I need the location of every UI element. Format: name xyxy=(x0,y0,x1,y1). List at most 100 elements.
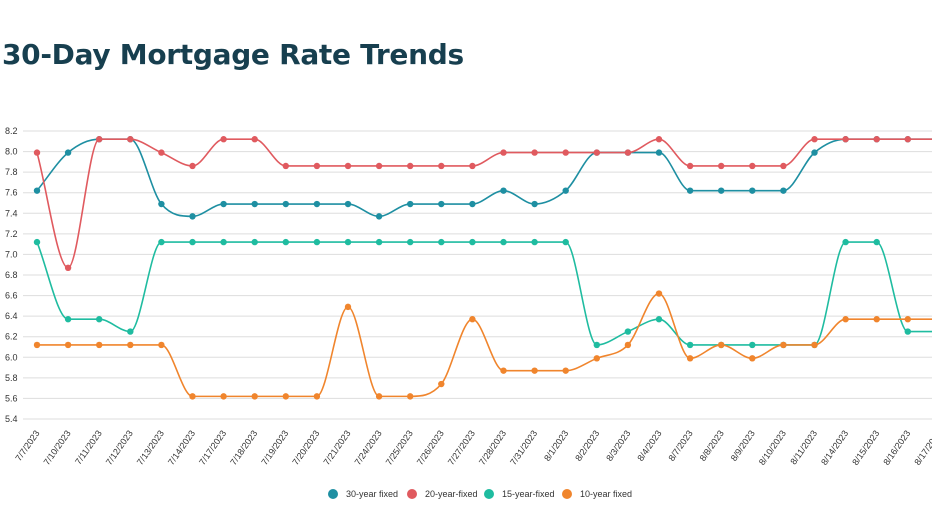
data-point[interactable] xyxy=(220,200,227,208)
data-point[interactable] xyxy=(375,238,383,246)
data-point[interactable] xyxy=(127,136,134,143)
data-point[interactable] xyxy=(282,238,289,246)
data-point[interactable] xyxy=(407,393,414,400)
data-point[interactable] xyxy=(282,393,289,400)
data-point[interactable] xyxy=(500,187,507,194)
data-point[interactable] xyxy=(749,355,756,362)
data-point[interactable] xyxy=(562,238,569,246)
data-point[interactable] xyxy=(344,303,352,311)
data-point[interactable] xyxy=(749,341,756,349)
data-point[interactable] xyxy=(313,162,321,170)
data-point[interactable] xyxy=(562,149,569,156)
data-point[interactable] xyxy=(407,238,414,246)
data-point[interactable] xyxy=(718,162,725,170)
data-point[interactable] xyxy=(531,367,538,374)
data-point[interactable] xyxy=(407,200,414,208)
data-point[interactable] xyxy=(686,355,694,362)
data-point[interactable] xyxy=(655,316,663,323)
data-point[interactable] xyxy=(842,238,849,246)
data-point[interactable] xyxy=(33,149,41,156)
data-point[interactable] xyxy=(593,149,600,156)
data-point[interactable] xyxy=(251,393,258,400)
data-point[interactable] xyxy=(655,149,663,156)
data-point[interactable] xyxy=(220,238,227,246)
data-point[interactable] xyxy=(500,238,507,246)
data-point[interactable] xyxy=(282,200,289,208)
data-point[interactable] xyxy=(873,316,880,323)
data-point[interactable] xyxy=(189,393,196,400)
data-point[interactable] xyxy=(811,136,818,143)
data-point[interactable] xyxy=(96,341,103,349)
data-point[interactable] xyxy=(438,380,445,388)
data-point[interactable] xyxy=(158,238,165,246)
data-point[interactable] xyxy=(189,213,196,220)
data-point[interactable] xyxy=(438,238,445,246)
data-point[interactable] xyxy=(375,213,383,220)
data-point[interactable] xyxy=(33,238,41,246)
data-point[interactable] xyxy=(189,238,196,246)
legend-item[interactable]: 20-year-fixed xyxy=(407,489,478,499)
legend-item[interactable]: 15-year-fixed xyxy=(484,489,555,499)
data-point[interactable] xyxy=(873,238,880,246)
data-point[interactable] xyxy=(686,162,694,170)
data-point[interactable] xyxy=(469,162,476,170)
data-point[interactable] xyxy=(718,187,725,194)
data-point[interactable] xyxy=(904,328,911,335)
data-point[interactable] xyxy=(344,238,352,246)
data-point[interactable] xyxy=(96,136,103,143)
data-point[interactable] xyxy=(189,162,196,170)
data-point[interactable] xyxy=(127,328,134,335)
data-point[interactable] xyxy=(220,136,227,143)
data-point[interactable] xyxy=(375,162,383,170)
data-point[interactable] xyxy=(749,187,756,194)
data-point[interactable] xyxy=(593,355,600,362)
data-point[interactable] xyxy=(220,393,227,400)
data-point[interactable] xyxy=(251,136,258,143)
data-point[interactable] xyxy=(313,200,321,208)
data-point[interactable] xyxy=(780,162,787,170)
data-point[interactable] xyxy=(407,162,414,170)
data-point[interactable] xyxy=(469,238,476,246)
data-point[interactable] xyxy=(251,200,258,208)
data-point[interactable] xyxy=(811,149,818,156)
data-point[interactable] xyxy=(655,136,663,143)
data-point[interactable] xyxy=(33,341,41,349)
data-point[interactable] xyxy=(344,200,352,208)
data-point[interactable] xyxy=(438,200,445,208)
data-point[interactable] xyxy=(158,341,165,349)
legend[interactable]: 30-year fixed 20-year-fixed 15-year-fixed 1… xyxy=(328,489,632,499)
data-point[interactable] xyxy=(313,393,321,400)
data-point[interactable] xyxy=(842,136,849,143)
data-point[interactable] xyxy=(158,149,165,156)
data-point[interactable] xyxy=(780,187,787,194)
data-point[interactable] xyxy=(251,238,258,246)
data-point[interactable] xyxy=(438,162,445,170)
data-point[interactable] xyxy=(593,341,600,349)
data-point[interactable] xyxy=(531,200,538,208)
data-point[interactable] xyxy=(624,341,632,349)
data-point[interactable] xyxy=(811,341,818,349)
data-point[interactable] xyxy=(780,341,787,349)
data-point[interactable] xyxy=(469,200,476,208)
data-point[interactable] xyxy=(655,290,663,297)
data-point[interactable] xyxy=(686,187,694,194)
data-point[interactable] xyxy=(842,316,849,323)
data-point[interactable] xyxy=(624,328,632,335)
data-point[interactable] xyxy=(718,341,725,349)
data-point[interactable] xyxy=(96,316,103,323)
data-point[interactable] xyxy=(64,316,72,323)
data-point[interactable] xyxy=(313,238,321,246)
data-point[interactable] xyxy=(904,136,911,143)
data-point[interactable] xyxy=(344,162,352,170)
data-point[interactable] xyxy=(127,341,134,349)
data-point[interactable] xyxy=(624,149,632,156)
data-point[interactable] xyxy=(469,316,476,323)
data-point[interactable] xyxy=(686,341,694,349)
data-point[interactable] xyxy=(64,341,72,349)
data-point[interactable] xyxy=(158,200,165,208)
data-point[interactable] xyxy=(282,162,289,170)
data-point[interactable] xyxy=(64,149,72,156)
data-point[interactable] xyxy=(531,238,538,246)
data-point[interactable] xyxy=(531,149,538,156)
data-point[interactable] xyxy=(904,316,911,323)
